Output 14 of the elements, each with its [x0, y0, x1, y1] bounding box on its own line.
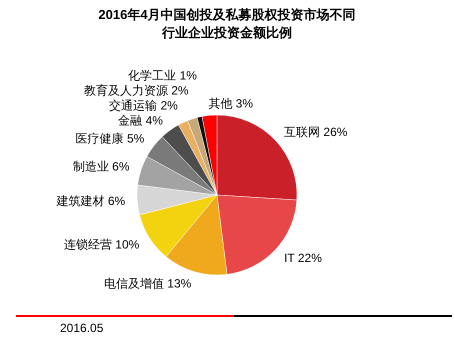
chart-title: 2016年4月中国创投及私募股权投资市场不同行业企业投资金额比例: [98, 7, 356, 40]
slice-label: 医疗健康 5%: [76, 132, 145, 146]
slice-label: 互联网 26%: [284, 125, 348, 140]
slice-label: 交通运输 2%: [109, 98, 178, 113]
slice-label: 金融 4%: [118, 114, 164, 128]
slice-label: 建筑建材 6%: [55, 194, 126, 208]
slice-label: 教育及人力资源 2%: [84, 84, 189, 98]
slice-label: 电信及增值 13%: [104, 276, 192, 290]
text: 2016.05: [60, 321, 104, 335]
slice-label: 其他 3%: [208, 96, 254, 110]
slice-label: IT 22%: [284, 250, 322, 265]
slice-label: 连锁经营 10%: [64, 237, 140, 252]
slice-label: 制造业 6%: [72, 160, 130, 174]
slice-label: 化学工业 1%: [128, 68, 198, 83]
